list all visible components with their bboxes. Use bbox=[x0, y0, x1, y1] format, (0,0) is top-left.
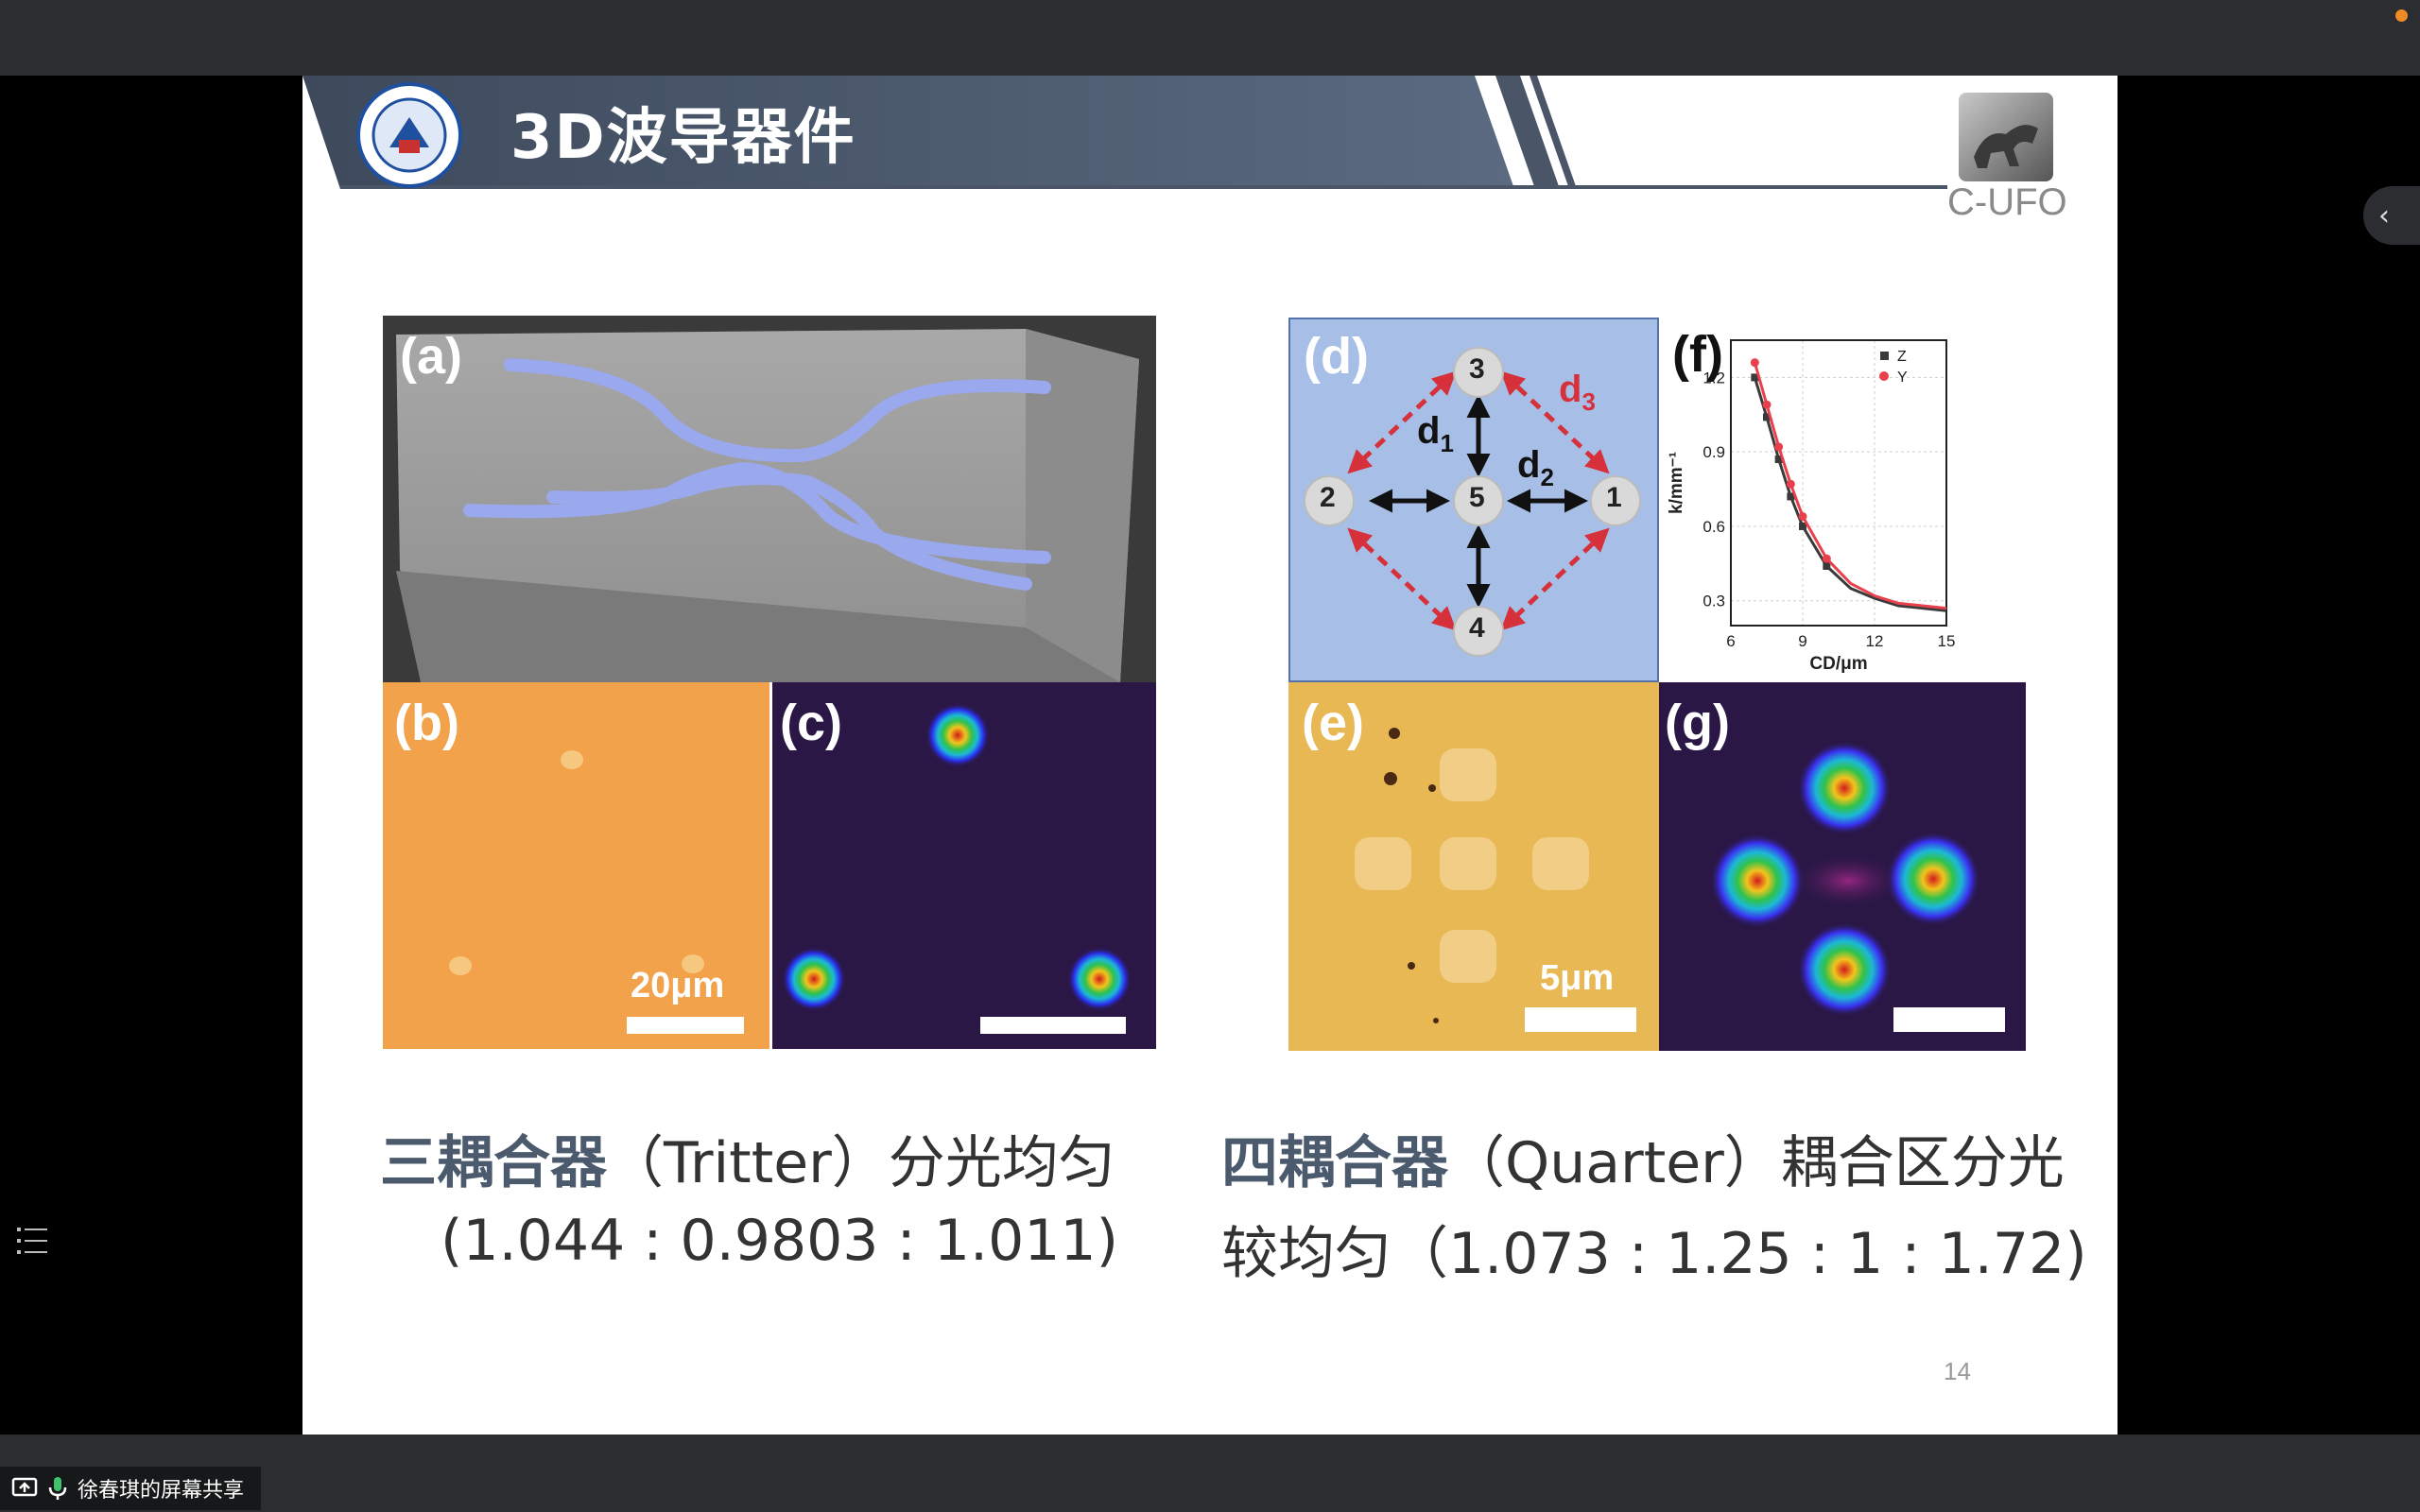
y-tick-label: 0.6 bbox=[1703, 518, 1725, 536]
node-4-label: 4 bbox=[1469, 612, 1485, 644]
data-point bbox=[1823, 561, 1831, 570]
data-point bbox=[1822, 554, 1831, 563]
legend-label-z: Z bbox=[1897, 349, 1907, 365]
panel-a-label: (a) bbox=[400, 328, 462, 385]
panel-b-label: (b) bbox=[394, 695, 459, 751]
d3-label: d3 bbox=[1559, 369, 1596, 416]
panel-d-label: (d) bbox=[1304, 328, 1369, 385]
top-toolbar bbox=[0, 0, 2420, 76]
data-point bbox=[1798, 511, 1807, 521]
caption-right-line1: 四耦合器（Quarter）耦合区分光 bbox=[1221, 1130, 2065, 1196]
data-point bbox=[1786, 479, 1795, 489]
data-point bbox=[1774, 455, 1783, 464]
chevron-left-icon: ‹ bbox=[2378, 198, 2390, 232]
panel-g-modefield: (g) bbox=[1659, 682, 2026, 1051]
caption-right-line2: 较均匀（1.073 : 1.25 : 1 : 1.72) bbox=[1221, 1221, 2087, 1287]
panel-c-modefield: (c) bbox=[772, 682, 1156, 1049]
waveguide-render-image bbox=[396, 329, 1139, 682]
data-point bbox=[1763, 413, 1771, 421]
data-point bbox=[1762, 400, 1772, 409]
x-axis-label: CD/μm bbox=[1809, 654, 1867, 674]
y-tick-label: 0.9 bbox=[1703, 443, 1725, 461]
mode-field-image bbox=[782, 703, 1132, 1034]
legend-label-y: Y bbox=[1897, 369, 1908, 386]
caption-left-line1: 三耦合器（Tritter）分光均匀 bbox=[380, 1130, 1115, 1196]
x-tick-label: 15 bbox=[1938, 632, 1956, 650]
cufo-logo-image bbox=[1959, 93, 2053, 181]
data-point bbox=[1774, 442, 1784, 452]
page-number: 14 bbox=[1944, 1357, 1971, 1385]
presentation-slide: 3D波导器件 C-UFO (a) (b) 20μm bbox=[302, 76, 2118, 1435]
x-tick-label: 9 bbox=[1798, 632, 1806, 650]
data-point bbox=[1750, 358, 1759, 368]
panel-e-label: (e) bbox=[1302, 695, 1364, 751]
panel-f-label: (f) bbox=[1672, 326, 1723, 383]
d2-label: d2 bbox=[1517, 444, 1554, 491]
slide-title: 3D波导器件 bbox=[510, 103, 856, 173]
node-4 bbox=[1453, 606, 1504, 657]
microscope-image bbox=[449, 750, 744, 1034]
panel-c-label: (c) bbox=[780, 695, 842, 751]
mode-field-image-g bbox=[1710, 741, 2005, 1032]
node-3-label: 3 bbox=[1469, 353, 1485, 385]
panel-g-label: (g) bbox=[1665, 695, 1730, 751]
x-tick-label: 6 bbox=[1726, 632, 1735, 650]
collapse-sidebar-button[interactable]: ‹ bbox=[2363, 186, 2420, 245]
node-2-label: 2 bbox=[1320, 482, 1336, 513]
list-toggle-button[interactable] bbox=[11, 1219, 55, 1263]
plot-frame bbox=[1730, 339, 1947, 627]
series-line-z bbox=[1753, 376, 1947, 612]
node-5 bbox=[1453, 475, 1504, 526]
scale-bar-label: 20μm bbox=[631, 966, 725, 1005]
d1-label: d1 bbox=[1417, 410, 1454, 457]
data-point bbox=[1787, 492, 1795, 501]
screen-share-indicator[interactable]: 徐春琪的屏幕共享 bbox=[0, 1467, 262, 1510]
caption-left-line2: (1.044 : 0.9803 : 1.011) bbox=[441, 1208, 1119, 1274]
panel-a-waveguide-3d: (a) bbox=[383, 316, 1156, 682]
node-1-label: 1 bbox=[1606, 482, 1622, 513]
coupler-schematic bbox=[1304, 347, 1641, 657]
university-logo bbox=[356, 82, 462, 188]
panel-f-chart: (f) 6 9 12 15 0.3 0.6 0.9 1.2 Z Y CD/μm k/mm⁻¹ bbox=[1661, 318, 1957, 682]
y-axis-label: k/mm⁻¹ bbox=[1667, 452, 1686, 514]
legend-marker bbox=[1879, 371, 1889, 381]
data-point bbox=[1751, 373, 1759, 382]
microscope-image-e bbox=[1355, 728, 1636, 1032]
sharing-label: 徐春琪的屏幕共享 bbox=[78, 1479, 245, 1503]
legend-marker bbox=[1880, 352, 1889, 360]
scale-bar-label-e: 5μm bbox=[1540, 958, 1615, 998]
series-line-y bbox=[1753, 362, 1947, 610]
title-banner bbox=[302, 76, 1947, 189]
list-icon bbox=[17, 1228, 47, 1254]
x-tick-label: 12 bbox=[1866, 632, 1884, 650]
status-dot bbox=[2395, 9, 2408, 22]
data-point bbox=[1799, 522, 1806, 530]
coupling-chart: 6 9 12 15 0.3 0.6 0.9 1.2 ZY CD/μm k/mm⁻¹ bbox=[1667, 339, 1956, 674]
panel-e-microscope: (e) 5μm bbox=[1288, 682, 1659, 1051]
screen-share-icon bbox=[11, 1477, 38, 1497]
panel-b-microscope: (b) 20μm bbox=[383, 682, 769, 1049]
bottom-bar bbox=[0, 1435, 2420, 1512]
node-1 bbox=[1590, 475, 1641, 526]
y-tick-label: 1.2 bbox=[1703, 369, 1725, 387]
panel-d-schematic: (d) 3 2 5 1 4 d1 d2 d3 bbox=[1288, 318, 1659, 682]
node-2 bbox=[1304, 475, 1355, 526]
y-tick-label: 0.3 bbox=[1703, 593, 1725, 610]
microphone-icon bbox=[48, 1477, 67, 1500]
node-5-label: 5 bbox=[1469, 482, 1485, 513]
cufo-label: C-UFO bbox=[1947, 181, 2067, 223]
node-3 bbox=[1453, 347, 1504, 398]
